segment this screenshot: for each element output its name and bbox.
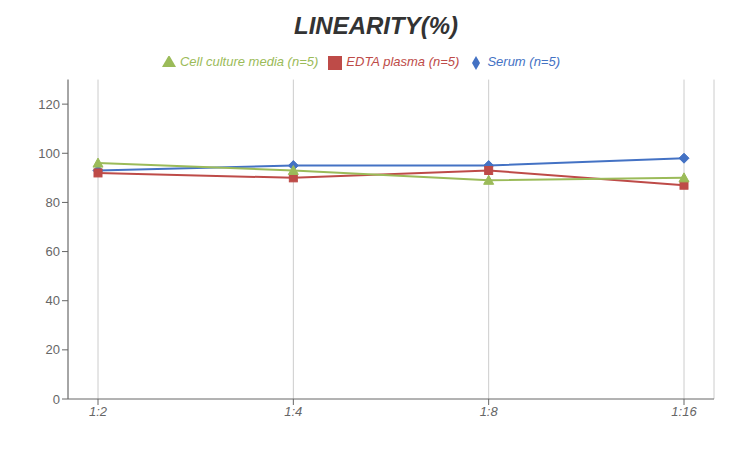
html-text:Serum (n=5): Serum (n=5)	[487, 54, 560, 69]
html-text:LINEARITY(%): LINEARITY(%)	[294, 12, 458, 39]
svg-text:120: 120	[38, 97, 60, 112]
svg-text:1:8: 1:8	[480, 404, 499, 419]
svg-text:40: 40	[46, 293, 60, 308]
svg-text:60: 60	[46, 244, 60, 259]
html-text:EDTA plasma (n=5): EDTA plasma (n=5)	[346, 54, 460, 69]
svg-text:100: 100	[38, 146, 60, 161]
svg-text:0: 0	[53, 392, 60, 407]
svg-text:1:2: 1:2	[89, 404, 108, 419]
html-text:Cell culture media (n=5): Cell culture media (n=5)	[180, 54, 319, 69]
svg-text:20: 20	[46, 342, 60, 357]
svg-text:80: 80	[46, 195, 60, 210]
svg-text:1:4: 1:4	[284, 404, 302, 419]
svg-text:1:16: 1:16	[671, 404, 697, 419]
